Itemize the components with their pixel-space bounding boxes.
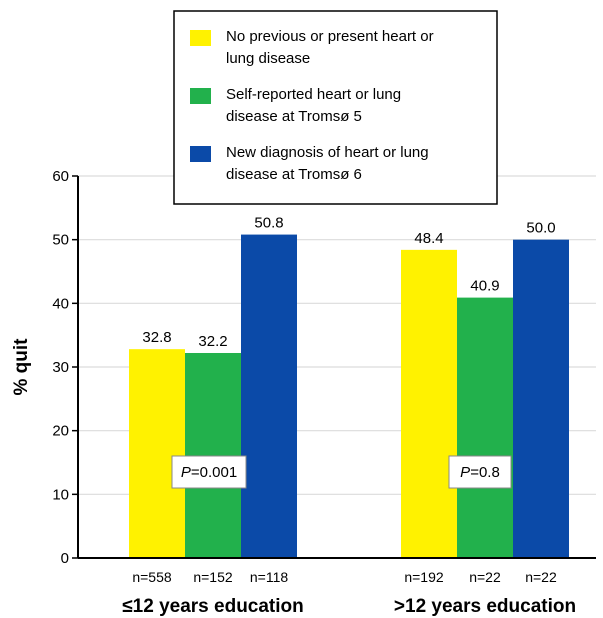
legend-label: No previous or present heart or — [226, 28, 434, 45]
legend-label: New diagnosis of heart or lung — [226, 144, 429, 161]
bar — [401, 249, 457, 558]
bar — [185, 352, 241, 558]
y-tick-label: 40 — [52, 295, 69, 312]
p-value-symbol: P — [181, 464, 191, 481]
legend-label: disease at Tromsø 5 — [226, 108, 362, 125]
y-tick-label: 10 — [52, 486, 69, 503]
n-label: n=22 — [525, 569, 557, 585]
axes: 0 10 20 30 40 50 60 — [52, 168, 596, 567]
y-tick-label: 0 — [61, 550, 69, 567]
data-label: 50.0 — [526, 220, 555, 237]
y-tick-label: 50 — [52, 232, 69, 249]
p-value-symbol: P — [460, 464, 470, 481]
p-value-label: P=0.001 — [181, 464, 237, 481]
n-label: n=22 — [469, 569, 501, 585]
bar — [513, 239, 569, 558]
bar — [241, 234, 297, 558]
labels: % quit 32.8 n=558 32.2 n=152 50.8 n=118 ≤12 yea… — [11, 215, 576, 617]
legend-label: disease at Tromsø 6 — [226, 166, 362, 183]
n-label: n=152 — [193, 569, 233, 585]
bar — [457, 297, 513, 558]
y-tick-label: 60 — [52, 168, 69, 185]
y-tick-label: 30 — [52, 359, 69, 376]
bars — [129, 234, 569, 558]
legend-label: lung disease — [226, 50, 310, 67]
legend-swatch — [190, 146, 211, 162]
data-label: 40.9 — [470, 278, 499, 295]
data-label: 50.8 — [254, 215, 283, 232]
data-label: 32.8 — [142, 329, 171, 346]
bar — [129, 349, 185, 558]
data-label: 32.2 — [198, 333, 227, 350]
legend-swatch — [190, 30, 211, 46]
data-label: 48.4 — [414, 230, 443, 247]
p-value-number: =0.001 — [191, 464, 237, 481]
legend: No previous or present heart or lung dise… — [173, 10, 498, 205]
y-tick-label: 20 — [52, 423, 69, 440]
p-value-number: =0.8 — [470, 464, 500, 481]
legend-label: Self-reported heart or lung — [226, 86, 401, 103]
n-label: n=192 — [404, 569, 444, 585]
legend-box — [173, 10, 498, 205]
group-label: >12 years education — [394, 596, 576, 617]
n-label: n=558 — [132, 569, 172, 585]
group-label: ≤12 years education — [122, 596, 304, 617]
y-axis-label: % quit — [11, 338, 32, 396]
legend-swatch — [190, 88, 211, 104]
p-value-label: P=0.8 — [460, 464, 500, 481]
p-value-box — [171, 455, 247, 489]
p-value-box — [448, 455, 512, 489]
n-label: n=118 — [250, 569, 288, 585]
